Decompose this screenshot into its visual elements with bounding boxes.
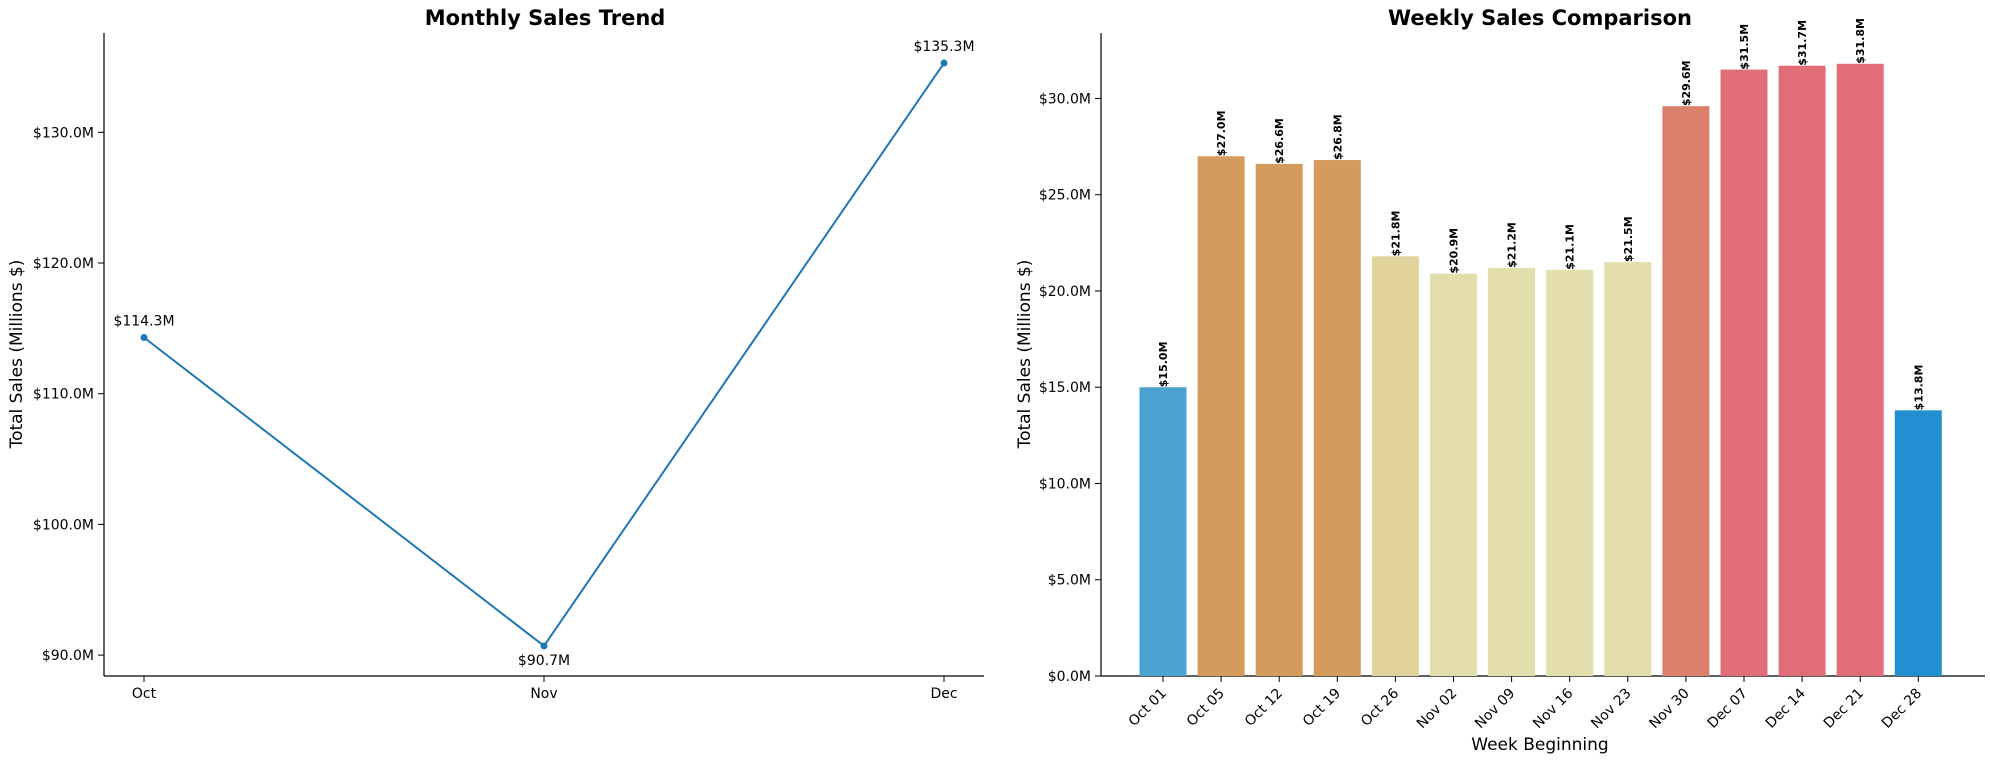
bar-chart-x-tick-label: Dec 07 xyxy=(1705,686,1751,732)
bar-chart-y-tick-label: $20.0M xyxy=(1039,284,1091,300)
line-chart-y-tick-label: $130.0M xyxy=(33,125,94,141)
bar-chart-x-tick-label: Nov 02 xyxy=(1414,686,1460,732)
bar-chart-x-tick-label: Nov 23 xyxy=(1588,686,1634,732)
bar-data-label: $21.1M xyxy=(1564,224,1577,270)
bar xyxy=(1836,63,1884,677)
bar xyxy=(1604,262,1652,676)
bar-chart-title: Weekly Sales Comparison xyxy=(1388,6,1692,30)
bar xyxy=(1197,156,1245,676)
bar xyxy=(1720,69,1768,677)
line-chart-data-label: $114.3M xyxy=(113,314,174,330)
bar xyxy=(1778,65,1826,677)
bar-chart-x-tick-label: Dec 21 xyxy=(1821,686,1867,732)
line-chart-x-tick-label: Oct xyxy=(132,686,157,702)
line-chart-y-tick-label: $100.0M xyxy=(33,517,94,533)
bar-chart-y-tick-label: $25.0M xyxy=(1039,188,1091,204)
bar-chart-x-tick-label: Dec 28 xyxy=(1879,686,1925,732)
line-chart-data-label: $135.3M xyxy=(913,39,974,55)
bar xyxy=(1488,267,1536,676)
bar-data-label: $29.6M xyxy=(1680,60,1693,106)
bar-chart-x-tick-label: Nov 16 xyxy=(1530,685,1576,731)
bar-chart-y-tick-label: $10.0M xyxy=(1039,476,1091,492)
bar-chart-x-axis-label: Week Beginning xyxy=(1471,735,1608,755)
line-chart-y-tick-label: $110.0M xyxy=(33,387,94,403)
bar-data-label: $26.6M xyxy=(1273,118,1286,164)
line-chart-y-tick-label: $120.0M xyxy=(33,256,94,272)
bar xyxy=(1430,273,1477,676)
line-chart-point xyxy=(940,59,948,67)
bar-data-label: $31.5M xyxy=(1738,24,1751,70)
bar xyxy=(1255,163,1303,677)
bar xyxy=(1662,106,1710,676)
bar xyxy=(1894,410,1942,676)
bar-data-label: $31.7M xyxy=(1796,20,1809,66)
bar-chart-x-tick-label: Nov 09 xyxy=(1472,686,1518,732)
bar-data-label: $21.5M xyxy=(1622,216,1635,262)
bar xyxy=(1371,256,1419,676)
bar-chart-x-tick-label: Nov 30 xyxy=(1646,686,1692,732)
line-chart-data-label: $90.7M xyxy=(518,653,570,669)
line-chart-series-line xyxy=(143,62,945,648)
bar-data-label: $27.0M xyxy=(1215,110,1228,156)
bar-data-label: $15.0M xyxy=(1157,341,1170,387)
bar-data-label: $13.8M xyxy=(1912,365,1925,411)
bar-data-label: $21.2M xyxy=(1506,222,1519,268)
line-chart-point xyxy=(540,642,548,650)
line-chart-x-tick-label: Dec xyxy=(930,686,957,702)
line-chart-y-tick-label: $90.0M xyxy=(42,648,94,664)
weekly-sales-bar-chart: Weekly Sales Comparison Total Sales (Mil… xyxy=(1015,6,1985,755)
bar xyxy=(1546,269,1594,676)
bar xyxy=(1313,160,1361,676)
bar-chart-x-tick-label: Oct 12 xyxy=(1242,686,1286,730)
line-chart-y-axis-label: Total Sales (Millions $) xyxy=(7,260,27,450)
bar-chart-x-tick-label: Oct 01 xyxy=(1126,686,1170,730)
bar-chart-x-tick-label: Oct 19 xyxy=(1300,686,1344,730)
line-chart-point xyxy=(140,334,148,342)
line-chart-title: Monthly Sales Trend xyxy=(425,6,666,30)
bar-chart-x-tick-label: Dec 14 xyxy=(1763,685,1809,731)
bar-data-label: $21.8M xyxy=(1389,211,1402,257)
bar-data-label: $20.9M xyxy=(1448,228,1461,274)
bar-chart-y-tick-label: $0.0M xyxy=(1048,669,1091,685)
bar xyxy=(1139,387,1187,676)
bar-chart-x-tick-label: Oct 26 xyxy=(1358,685,1402,729)
bar-chart-y-tick-label: $5.0M xyxy=(1048,573,1091,589)
bar-data-label: $26.8M xyxy=(1331,114,1344,160)
bar-chart-y-axis-label: Total Sales (Millions $) xyxy=(1015,260,1035,450)
bar-data-label: $31.8M xyxy=(1854,18,1867,64)
monthly-sales-line-chart: Monthly Sales Trend Total Sales (Million… xyxy=(7,6,984,702)
line-chart-x-tick-label: Nov xyxy=(530,686,557,702)
bar-chart-y-tick-label: $15.0M xyxy=(1039,380,1091,396)
bar-chart-y-tick-label: $30.0M xyxy=(1039,91,1091,107)
bar-chart-x-tick-label: Oct 05 xyxy=(1184,686,1228,730)
